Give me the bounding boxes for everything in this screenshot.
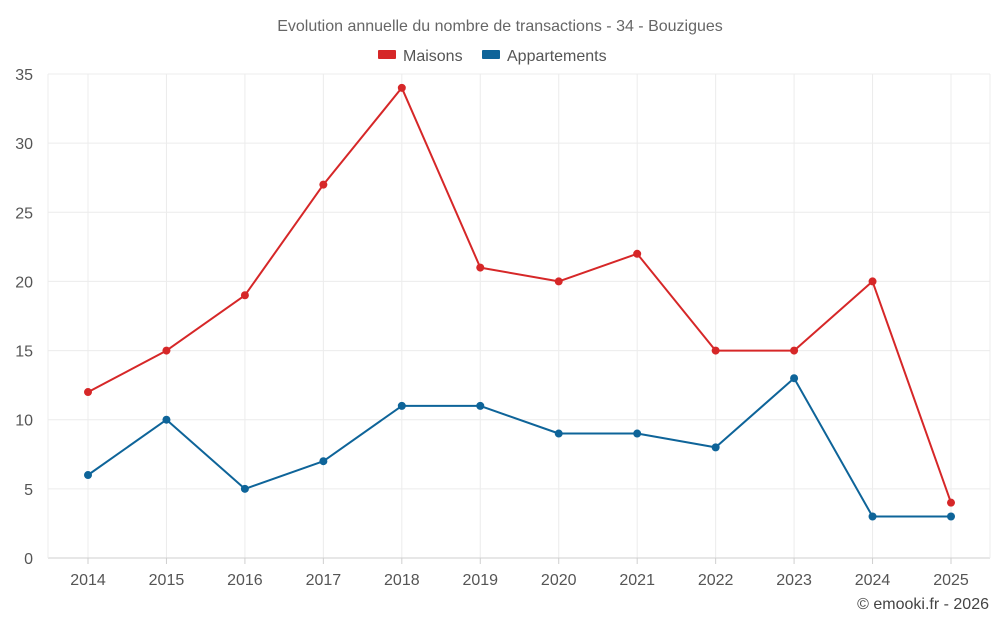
y-tick-label: 5 <box>24 482 33 499</box>
legend-item-appartements[interactable]: Appartements <box>482 48 607 65</box>
x-tick-label: 2021 <box>619 572 655 589</box>
series <box>84 83 955 521</box>
y-tick-label: 30 <box>15 136 33 153</box>
series-maisons <box>84 83 955 507</box>
legend-swatch-appartements <box>482 50 500 59</box>
data-point-maisons[interactable] <box>554 277 563 286</box>
x-tick-label: 2020 <box>541 572 577 589</box>
data-point-appartements[interactable] <box>397 401 406 410</box>
data-point-maisons[interactable] <box>790 346 799 355</box>
legend-label-maisons: Maisons <box>403 48 463 65</box>
grid <box>48 73 990 558</box>
data-point-appartements[interactable] <box>711 443 720 452</box>
chart-credit: © emooki.fr - 2026 <box>857 596 989 613</box>
y-tick-label: 15 <box>15 344 33 361</box>
series-line-appartements <box>87 377 951 518</box>
y-tick-label: 10 <box>15 413 33 430</box>
data-point-appartements[interactable] <box>633 429 642 438</box>
y-tick-label: 25 <box>15 205 33 222</box>
legend-swatch-maisons <box>378 50 396 59</box>
x-tick-label: 2015 <box>149 572 185 589</box>
data-point-maisons[interactable] <box>633 249 642 258</box>
x-tick-label: 2019 <box>462 572 498 589</box>
data-point-maisons[interactable] <box>162 346 171 355</box>
data-point-maisons[interactable] <box>711 346 720 355</box>
data-point-appartements[interactable] <box>319 457 328 466</box>
data-point-appartements[interactable] <box>790 374 799 383</box>
data-point-appartements[interactable] <box>476 401 485 410</box>
x-tick-label: 2017 <box>306 572 342 589</box>
data-point-appartements[interactable] <box>84 471 92 480</box>
x-tick-label: 2022 <box>698 572 734 589</box>
x-tick-label: 2018 <box>384 572 420 589</box>
data-point-maisons[interactable] <box>84 388 92 397</box>
legend: Maisons Appartements <box>378 48 607 65</box>
y-tick-label: 0 <box>24 551 33 568</box>
series-line-maisons <box>87 86 952 504</box>
data-point-appartements[interactable] <box>162 415 171 424</box>
data-point-maisons[interactable] <box>476 263 485 272</box>
legend-label-appartements: Appartements <box>507 48 607 65</box>
x-tick-label: 2024 <box>855 572 891 589</box>
data-point-maisons[interactable] <box>868 277 877 286</box>
y-tick-label: 20 <box>15 274 33 291</box>
data-point-appartements[interactable] <box>868 512 877 521</box>
data-point-appartements[interactable] <box>554 429 563 438</box>
data-point-maisons[interactable] <box>397 83 406 92</box>
data-point-appartements[interactable] <box>947 512 955 521</box>
data-point-appartements[interactable] <box>240 484 249 493</box>
series-appartements <box>84 374 955 521</box>
x-tick-label: 2016 <box>227 572 263 589</box>
x-tick-label: 2023 <box>776 572 812 589</box>
legend-item-maisons[interactable]: Maisons <box>378 48 463 65</box>
x-tick-label: 2025 <box>933 572 969 589</box>
y-tick-label: 35 <box>15 67 33 84</box>
data-point-maisons[interactable] <box>947 498 955 507</box>
x-tick-label: 2014 <box>70 572 106 589</box>
data-point-maisons[interactable] <box>240 291 249 300</box>
data-point-maisons[interactable] <box>319 180 328 189</box>
chart-title: Evolution annuelle du nombre de transact… <box>277 18 723 35</box>
